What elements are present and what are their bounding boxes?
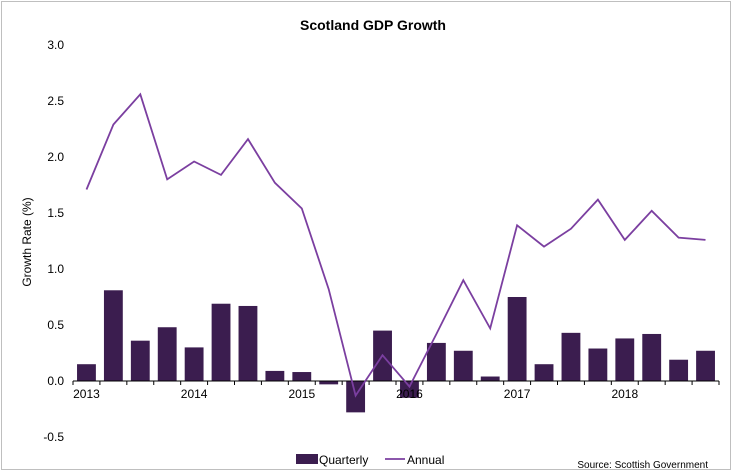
quarterly-bar — [319, 381, 339, 385]
legend-label-quarterly: Quarterly — [319, 453, 368, 467]
quarterly-bar — [696, 350, 715, 381]
y-tick-label: 1.0 — [47, 262, 64, 276]
legend-label-annual: Annual — [407, 453, 444, 467]
annual-line — [85, 92, 706, 398]
x-tick-label: 2014 — [181, 387, 208, 401]
y-tick-label: 2.0 — [47, 150, 64, 164]
quarterly-bar — [615, 338, 635, 381]
x-axis: 2013 2014 2015 2016 2017 2018 — [72, 381, 720, 401]
quarterly-bar — [588, 348, 608, 381]
source-note: Source: Scottish Government — [577, 460, 708, 471]
y-axis: 3.0 2.5 2.0 1.5 1.0 0.5 0.0 -0.5 — [43, 38, 64, 444]
y-tick-label: 1.5 — [47, 206, 64, 220]
quarterly-bar — [211, 303, 231, 381]
y-tick-label: -0.5 — [43, 430, 64, 444]
quarterly-bar — [561, 332, 581, 381]
quarterly-bar — [669, 359, 689, 381]
quarterly-bar — [238, 305, 258, 381]
y-tick-label: 2.5 — [47, 94, 64, 108]
quarterly-bar — [400, 381, 419, 398]
legend-swatch-quarterly — [296, 454, 318, 464]
quarterly-bar — [480, 376, 500, 381]
quarterly-bar — [292, 372, 312, 381]
chart-title: Scotland GDP Growth — [300, 17, 446, 33]
quarterly-bar — [265, 370, 285, 381]
quarterly-bar — [157, 327, 177, 381]
quarterly-bar — [453, 350, 473, 381]
quarterly-bars — [77, 290, 715, 413]
x-tick-label: 2016 — [396, 387, 423, 401]
x-tick-label: 2017 — [504, 387, 531, 401]
quarterly-bar — [507, 297, 527, 381]
quarterly-bar — [103, 290, 123, 381]
quarterly-bar — [77, 364, 96, 381]
y-axis-label: Growth Rate (%) — [20, 197, 34, 286]
y-tick-label: 0.0 — [47, 374, 64, 388]
quarterly-bar — [426, 342, 446, 381]
quarterly-bar — [184, 347, 204, 381]
quarterly-bar — [130, 340, 150, 381]
legend: Quarterly Annual — [296, 453, 444, 467]
y-tick-label: 0.5 — [47, 318, 64, 332]
x-tick-label: 2015 — [288, 387, 315, 401]
x-tick-label: 2013 — [73, 387, 100, 401]
x-tick-label: 2018 — [611, 387, 638, 401]
quarterly-bar — [642, 333, 662, 381]
quarterly-bar — [534, 364, 554, 381]
y-tick-label: 3.0 — [47, 38, 64, 52]
